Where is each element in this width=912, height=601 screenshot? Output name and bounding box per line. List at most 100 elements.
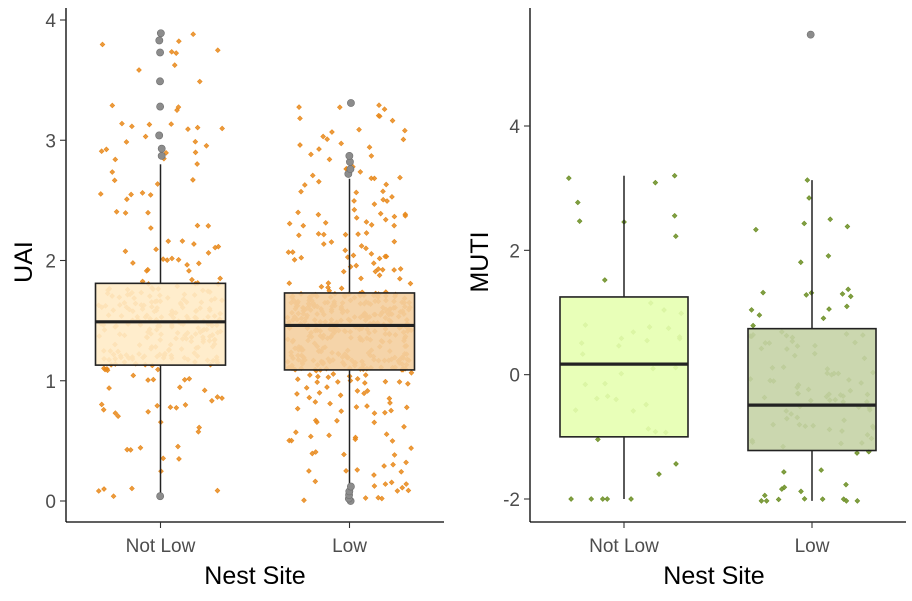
uai-data-point <box>101 486 107 492</box>
uai-data-point <box>342 247 349 254</box>
uai-data-point <box>294 405 301 412</box>
uai-jitter-points <box>95 31 415 504</box>
muti-y-tick-label: 2 <box>509 241 520 262</box>
uai-data-point <box>388 479 395 486</box>
uai-data-point <box>205 250 212 256</box>
uai-data-point <box>389 117 396 124</box>
uai-data-point <box>288 437 295 444</box>
muti-box-low <box>747 180 877 501</box>
uai-data-point <box>176 384 183 391</box>
uai-data-point <box>175 256 182 263</box>
uai-data-point <box>408 369 415 376</box>
uai-data-point <box>364 403 370 409</box>
muti-data-point <box>818 467 825 473</box>
muti-y-tick-label: 0 <box>509 366 520 387</box>
uai-data-point <box>363 230 370 236</box>
uai-data-point <box>362 495 369 501</box>
uai-y-tick-label: 3 <box>45 131 56 152</box>
uai-data-point <box>160 256 166 262</box>
uai-y-tick-label: 1 <box>45 372 56 393</box>
uai-data-point <box>289 249 296 255</box>
uai-data-point <box>296 104 302 110</box>
muti-data-point <box>801 496 808 502</box>
uai-data-point <box>358 243 365 249</box>
uai-data-point <box>192 138 199 145</box>
uai-data-point <box>139 190 146 196</box>
uai-data-point <box>214 47 221 54</box>
muti-data-point <box>628 496 634 502</box>
uai-data-point <box>318 283 325 290</box>
uai-data-point <box>127 447 134 453</box>
muti-x-tick-label: Low <box>795 536 830 557</box>
muti-data-point <box>760 289 766 296</box>
muti-data-point <box>753 226 759 233</box>
uai-data-point <box>334 379 341 385</box>
uai-data-point <box>337 392 344 399</box>
uai-data-point <box>309 172 316 179</box>
uai-data-point <box>364 388 371 394</box>
uai-data-point <box>386 395 393 402</box>
uai-data-point <box>205 223 212 229</box>
uai-data-point <box>142 133 149 140</box>
uai-data-point <box>375 266 382 272</box>
uai-data-point <box>154 402 161 409</box>
uai-data-point <box>147 192 154 198</box>
uai-data-point <box>176 38 182 45</box>
uai-data-point <box>396 379 403 385</box>
muti-data-point <box>604 496 611 502</box>
muti-y-tick-label: -2 <box>503 490 520 511</box>
uai-data-point <box>124 196 130 203</box>
muti-box-not-low <box>559 175 689 499</box>
uai-data-point <box>286 220 293 227</box>
uai-data-point <box>98 148 105 155</box>
uai-data-point <box>394 488 401 494</box>
uai-data-point <box>192 149 199 156</box>
uai-data-point <box>353 214 360 221</box>
uai-data-point <box>355 231 361 237</box>
uai-data-point <box>100 406 107 413</box>
uai-box-not-low <box>94 164 227 497</box>
uai-data-point <box>182 402 189 408</box>
uai-data-point <box>129 123 135 130</box>
uai-data-point <box>354 467 361 473</box>
iqr-box <box>94 282 227 366</box>
uai-data-point <box>398 468 405 475</box>
uai-data-point <box>160 455 167 462</box>
uai-data-point <box>201 387 208 394</box>
uai-data-point <box>128 191 134 198</box>
uai-data-point <box>203 142 210 149</box>
uai-data-point <box>122 248 129 255</box>
muti-outlier-point <box>806 30 815 39</box>
uai-data-point <box>184 262 190 268</box>
uai-data-point <box>405 380 411 387</box>
muti-data-point <box>671 212 678 219</box>
uai-data-point <box>376 113 383 120</box>
iqr-box <box>559 296 689 438</box>
uai-data-point <box>341 451 347 458</box>
uai-data-point <box>316 389 323 396</box>
uai-data-point <box>176 456 182 462</box>
uai-data-point <box>194 222 201 229</box>
uai-data-point <box>391 238 398 245</box>
uai-data-point <box>389 438 396 444</box>
uai-outlier-point <box>155 131 164 140</box>
muti-data-point <box>820 315 827 322</box>
uai-data-point <box>379 266 386 273</box>
uai-data-point <box>155 366 161 373</box>
uai-data-point <box>361 390 367 397</box>
uai-data-point <box>325 374 332 381</box>
muti-data-point <box>576 218 583 224</box>
uai-data-point <box>196 78 203 85</box>
muti-data-point <box>844 303 850 310</box>
uai-data-point <box>112 410 119 416</box>
muti-outliers <box>806 30 815 39</box>
uai-data-point <box>306 394 313 401</box>
uai-data-point <box>343 468 349 474</box>
muti-data-point <box>763 498 770 504</box>
uai-data-point <box>334 417 340 424</box>
uai-data-point <box>391 222 397 229</box>
uai-data-point <box>173 50 180 56</box>
uai-data-point <box>330 371 337 377</box>
uai-boxes <box>94 164 416 501</box>
uai-data-point <box>194 124 201 131</box>
